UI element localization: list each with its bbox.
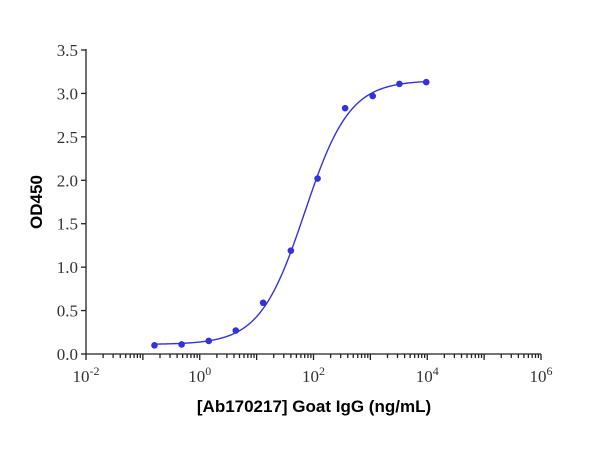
data-point <box>314 175 321 182</box>
data-point <box>396 80 403 88</box>
data-point <box>369 92 377 100</box>
y-tick-label: 1.0 <box>57 258 78 277</box>
y-tick-label: 3.0 <box>57 84 78 103</box>
x-axis-title: [Ab170217] Goat IgG (ng/mL) <box>197 397 431 416</box>
data-point <box>287 247 295 254</box>
x-tick-label: 102 <box>302 364 325 386</box>
data-point <box>178 341 185 348</box>
fit-curve <box>154 80 427 345</box>
x-tick-label: 104 <box>416 364 439 386</box>
data-points <box>151 78 430 349</box>
y-tick-label: 0.5 <box>57 302 78 321</box>
y-tick-label: 3.5 <box>57 41 78 60</box>
data-point <box>422 78 430 86</box>
axes: 0.0 0.5 1.0 1.5 2.0 2.5 3.0 3.5 10-2 100 102 104 106 <box>57 41 553 386</box>
y-tick-label: 2.5 <box>57 128 78 147</box>
y-axis-title: OD450 <box>27 175 46 229</box>
x-tick-label: 106 <box>530 364 553 386</box>
x-tick-label: 10-2 <box>73 364 100 386</box>
y-tick-label: 2.0 <box>57 171 78 190</box>
x-tick-label: 100 <box>188 364 211 386</box>
data-point <box>151 342 158 349</box>
fit-curve-path <box>154 80 427 345</box>
y-tick-label: 1.5 <box>57 215 78 234</box>
data-point <box>205 337 213 345</box>
y-tick-label: 0.0 <box>57 345 78 364</box>
data-point <box>259 299 267 307</box>
data-point <box>341 104 349 112</box>
data-point <box>232 327 240 334</box>
